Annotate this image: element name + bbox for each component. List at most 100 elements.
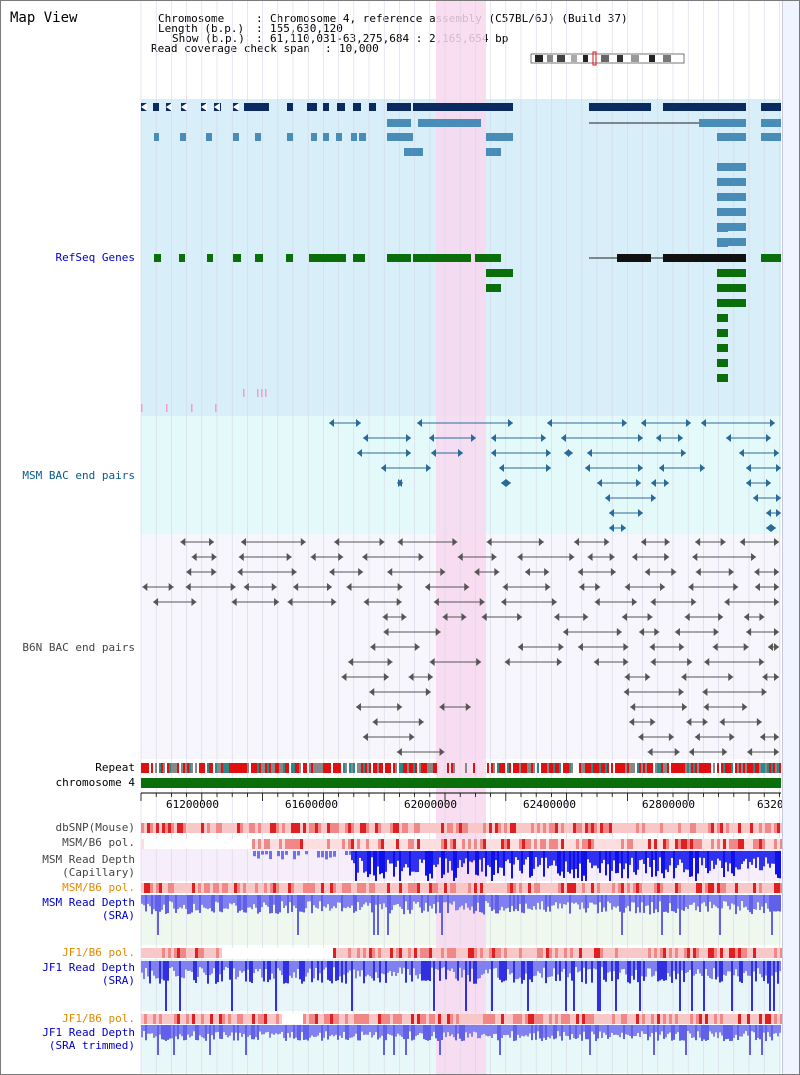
read-depth-bar <box>147 961 149 977</box>
read-depth-bar <box>729 961 731 972</box>
polymorphism-cell <box>408 1014 411 1024</box>
read-depth-bar <box>485 961 487 970</box>
polymorphism-cell <box>636 839 639 849</box>
repeat-segment <box>473 763 475 773</box>
polymorphism-cell <box>231 883 234 893</box>
polymorphism-cell <box>666 948 669 958</box>
read-depth-bar <box>669 895 671 904</box>
gene-exon <box>387 103 411 111</box>
read-depth-bar <box>527 961 529 1011</box>
track-label-b6n-bac[interactable]: B6N BAC end pairs <box>22 641 135 654</box>
polymorphism-cell <box>414 1014 417 1024</box>
polymorphism-cell <box>153 823 156 833</box>
read-depth-bar <box>459 851 461 860</box>
polymorphism-cell <box>711 839 714 849</box>
track-label-jf1-depth-trim-2: (SRA trimmed) <box>48 1039 135 1052</box>
polymorphism-cell <box>525 1014 528 1024</box>
read-depth-bar <box>687 851 689 870</box>
polymorphism-cell <box>636 1014 639 1024</box>
bac-end-right <box>568 449 573 457</box>
read-depth-bar <box>663 851 665 879</box>
bac-end-left <box>231 598 237 606</box>
read-depth-bar <box>721 851 723 869</box>
polymorphism-cell <box>414 839 417 849</box>
polymorphism-cell <box>552 883 555 893</box>
read-depth-bar <box>767 1025 769 1033</box>
repeat-segment <box>693 763 695 773</box>
polymorphism-cell <box>222 948 225 958</box>
read-depth-bar <box>545 961 547 984</box>
read-depth-bar <box>399 1025 401 1036</box>
polymorphism-cell <box>279 883 282 893</box>
read-depth-bar <box>485 851 487 877</box>
read-depth-bar <box>579 1025 581 1035</box>
polymorphism-cell <box>762 1014 765 1024</box>
read-depth-bar <box>415 851 417 873</box>
polymorphism-cell <box>267 839 270 849</box>
polymorphism-cell <box>504 948 507 958</box>
track-label-dbsnp: dbSNP(Mouse) <box>55 821 135 834</box>
polymorphism-cell <box>438 839 441 849</box>
read-depth-bar <box>469 851 471 862</box>
read-depth-bar <box>593 895 595 905</box>
polymorphism-cell <box>591 948 594 958</box>
read-depth-bar <box>201 895 203 905</box>
polymorphism-cell <box>276 883 279 893</box>
polymorphism-cell <box>759 823 762 833</box>
track-label-msm-bac[interactable]: MSM BAC end pairs <box>22 469 135 482</box>
read-depth-bar <box>141 961 143 973</box>
read-depth-bar <box>687 961 689 973</box>
repeat-segment <box>731 763 733 773</box>
polymorphism-cell <box>186 883 189 893</box>
polymorphism-cell <box>315 883 318 893</box>
read-depth-bar <box>575 895 577 903</box>
read-depth-bar <box>491 851 493 881</box>
repeat-segment <box>317 763 319 773</box>
read-depth-bar <box>479 895 481 913</box>
read-depth-bar <box>161 1025 163 1040</box>
read-depth-bar <box>553 1025 555 1040</box>
read-depth-bar <box>179 895 181 908</box>
polymorphism-cell <box>630 839 633 849</box>
ideogram-band <box>631 55 639 62</box>
read-depth-bar <box>663 1025 665 1039</box>
track-label-refseq[interactable]: RefSeq Genes <box>55 251 135 264</box>
read-depth-bar <box>171 961 173 968</box>
read-depth-bar <box>513 1025 515 1042</box>
polymorphism-cell <box>693 1014 696 1024</box>
read-depth-bar <box>331 961 333 984</box>
read-depth-bar <box>317 1025 319 1036</box>
polymorphism-cell <box>624 839 627 849</box>
polymorphism-cell <box>456 1014 459 1024</box>
polymorphism-cell <box>357 1014 360 1024</box>
polymorphism-cell <box>222 839 225 849</box>
repeat-segment <box>373 763 375 773</box>
polymorphism-cell <box>675 823 678 833</box>
polymorphism-cell <box>462 823 465 833</box>
read-depth-bar <box>743 961 745 973</box>
read-depth-bar <box>343 961 345 975</box>
read-depth-bar <box>369 895 371 904</box>
read-depth-bar <box>689 1025 691 1034</box>
polymorphism-cell <box>549 948 552 958</box>
polymorphism-cell <box>735 1014 738 1024</box>
read-depth-bar <box>753 961 755 972</box>
polymorphism-cell <box>753 839 756 849</box>
polymorphism-cell <box>510 1014 513 1024</box>
polymorphism-cell <box>225 839 228 849</box>
track-label-jf1-depth-trim-1: JF1 Read Depth <box>42 1026 135 1039</box>
vertical-scrollbar[interactable] <box>782 1 799 1074</box>
read-depth-bar <box>645 961 647 977</box>
read-depth-bar <box>391 1025 393 1036</box>
polymorphism-cell <box>252 883 255 893</box>
read-depth-bar <box>613 961 615 972</box>
polymorphism-cell <box>159 1014 162 1024</box>
read-depth-bar <box>685 1025 687 1055</box>
repeat-segment <box>549 763 551 773</box>
polymorphism-cell <box>498 948 501 958</box>
read-depth-bar <box>567 1025 569 1037</box>
polymorphism-cell <box>408 948 411 958</box>
polymorphism-cell <box>447 883 450 893</box>
read-depth-bar <box>747 1025 749 1036</box>
